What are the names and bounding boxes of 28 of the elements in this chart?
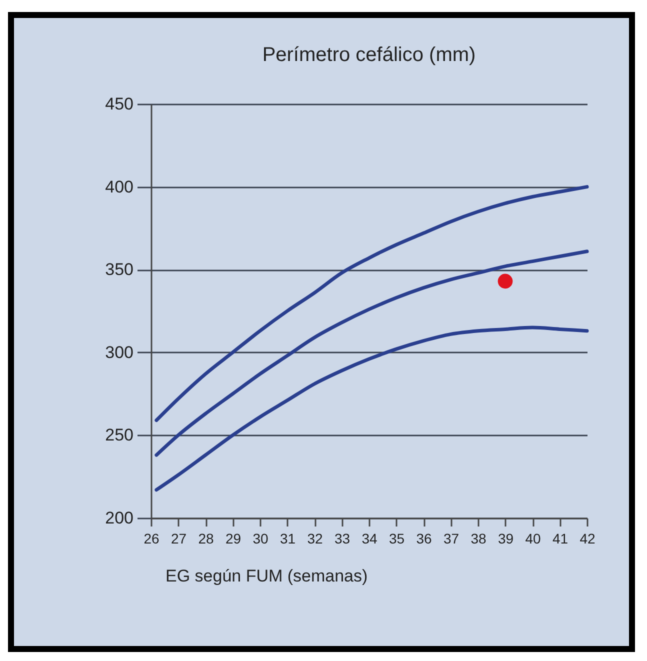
line-series	[154, 185, 589, 422]
y-tick-label: 200	[105, 508, 134, 528]
y-tick-label: 400	[105, 177, 134, 196]
x-tick-label: 34	[362, 530, 378, 546]
x-tick-label: 38	[470, 530, 486, 546]
line-series	[154, 250, 589, 457]
x-tick-label: 33	[334, 530, 350, 546]
x-tick-label: 41	[552, 530, 568, 546]
x-tick-label: 27	[170, 530, 187, 546]
y-tick-label: 250	[105, 426, 134, 445]
line-series	[154, 326, 589, 492]
x-tick-label: 42	[580, 530, 596, 546]
x-axis-title: EG según FUM (semanas)	[166, 566, 368, 586]
x-tick-label: 37	[443, 530, 460, 546]
x-tick-label: 35	[388, 530, 405, 546]
y-tick-label: 450	[105, 94, 134, 114]
x-tick-label: 30	[252, 530, 268, 546]
x-tick-label: 29	[225, 530, 242, 546]
x-tick-label: 26	[144, 530, 160, 546]
x-tick-label: 32	[307, 530, 323, 546]
y-tick-label: 350	[105, 260, 134, 280]
chart-title: Perímetro cefálico (mm)	[262, 44, 476, 66]
y-tick-label: 300	[105, 342, 134, 362]
x-tick-label: 39	[498, 530, 514, 546]
x-tick-label: 40	[525, 530, 541, 546]
x-tick-label: 31	[280, 530, 296, 546]
x-tick-label: 28	[198, 530, 214, 546]
x-tick-label: 36	[416, 530, 432, 546]
